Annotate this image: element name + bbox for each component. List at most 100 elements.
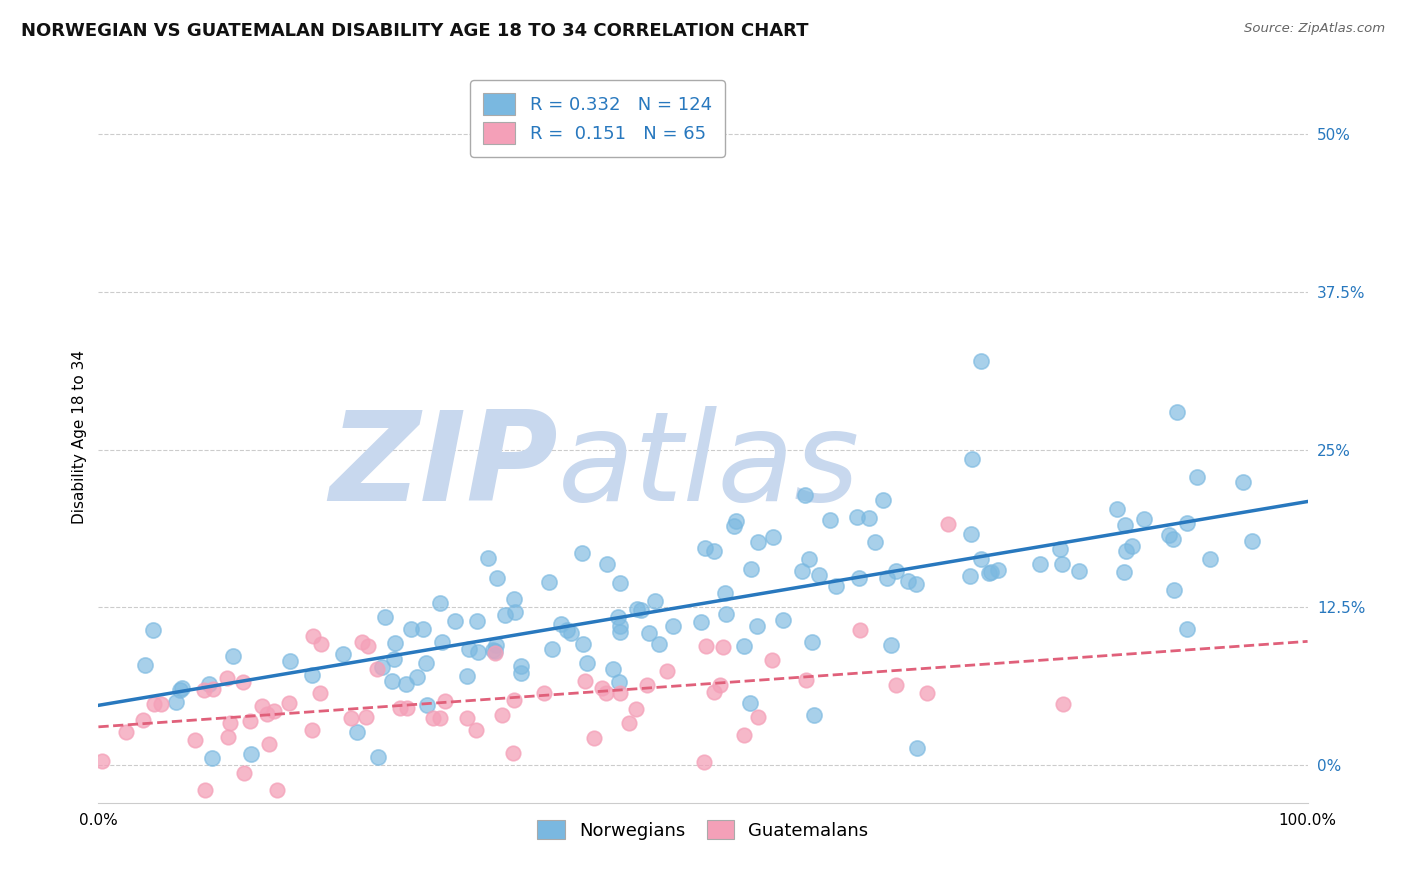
Point [309,637,332,651]
Point [723,519,745,533]
Point [872,492,894,507]
Point [970,354,993,368]
Point [149,698,172,712]
Point [607,610,630,624]
Point [609,618,631,632]
Point [734,639,756,653]
Point [725,515,748,529]
Legend: Norwegians, Guatemalans: Norwegians, Guatemalans [529,811,877,848]
Point [884,565,907,579]
Point [959,568,981,582]
Point [596,558,619,572]
Point [740,696,762,710]
Point [740,561,762,575]
Point [938,517,960,532]
Point [1114,518,1136,533]
Point [703,685,725,699]
Point [609,576,631,591]
Point [626,602,648,616]
Point [457,642,479,657]
Point [876,570,898,584]
Point [430,635,453,649]
Point [1029,558,1052,572]
Point [714,607,737,621]
Point [184,732,207,747]
Point [494,608,516,623]
Point [456,669,478,683]
Point [114,725,136,739]
Point [897,574,920,588]
Point [278,696,301,710]
Point [1175,516,1198,530]
Point [193,682,215,697]
Point [692,755,714,769]
Point [747,709,769,723]
Point [1132,512,1154,526]
Point [503,693,526,707]
Point [194,783,217,797]
Point [533,686,555,700]
Point [172,681,194,695]
Point [509,658,531,673]
Text: Source: ZipAtlas.com: Source: ZipAtlas.com [1244,22,1385,36]
Point [537,574,560,589]
Point [637,625,659,640]
Point [456,711,478,725]
Point [630,603,652,617]
Point [803,708,825,723]
Point [695,541,717,556]
Point [332,648,354,662]
Point [609,685,631,699]
Point [980,566,1002,580]
Point [1187,470,1209,484]
Point [761,653,783,667]
Point [624,702,647,716]
Point [574,673,596,688]
Point [509,666,531,681]
Point [486,571,509,585]
Point [415,656,437,670]
Point [799,552,821,566]
Point [477,551,499,566]
Point [412,622,434,636]
Point [960,527,983,541]
Point [595,686,617,700]
Point [1067,564,1090,578]
Point [970,552,993,566]
Point [405,670,427,684]
Point [962,451,984,466]
Point [399,623,422,637]
Point [1121,539,1143,553]
Point [1052,697,1074,711]
Point [884,678,907,692]
Point [1232,475,1254,490]
Point [444,614,467,628]
Point [648,638,671,652]
Point [429,711,451,725]
Point [703,544,725,558]
Point [491,708,513,723]
Point [714,586,737,600]
Point [263,704,285,718]
Point [250,698,273,713]
Point [485,638,508,652]
Point [384,636,406,650]
Point [619,715,641,730]
Point [818,513,841,527]
Point [905,577,928,591]
Y-axis label: Disability Age 18 to 34: Disability Age 18 to 34 [72,350,87,524]
Point [371,659,394,673]
Point [266,783,288,797]
Point [572,637,595,651]
Point [301,723,323,737]
Point [849,624,872,638]
Point [354,710,377,724]
Point [1105,502,1128,516]
Point [374,610,396,624]
Point [198,677,221,691]
Point [915,686,938,700]
Point [1049,542,1071,557]
Point [465,723,488,738]
Point [257,737,280,751]
Point [1166,405,1188,419]
